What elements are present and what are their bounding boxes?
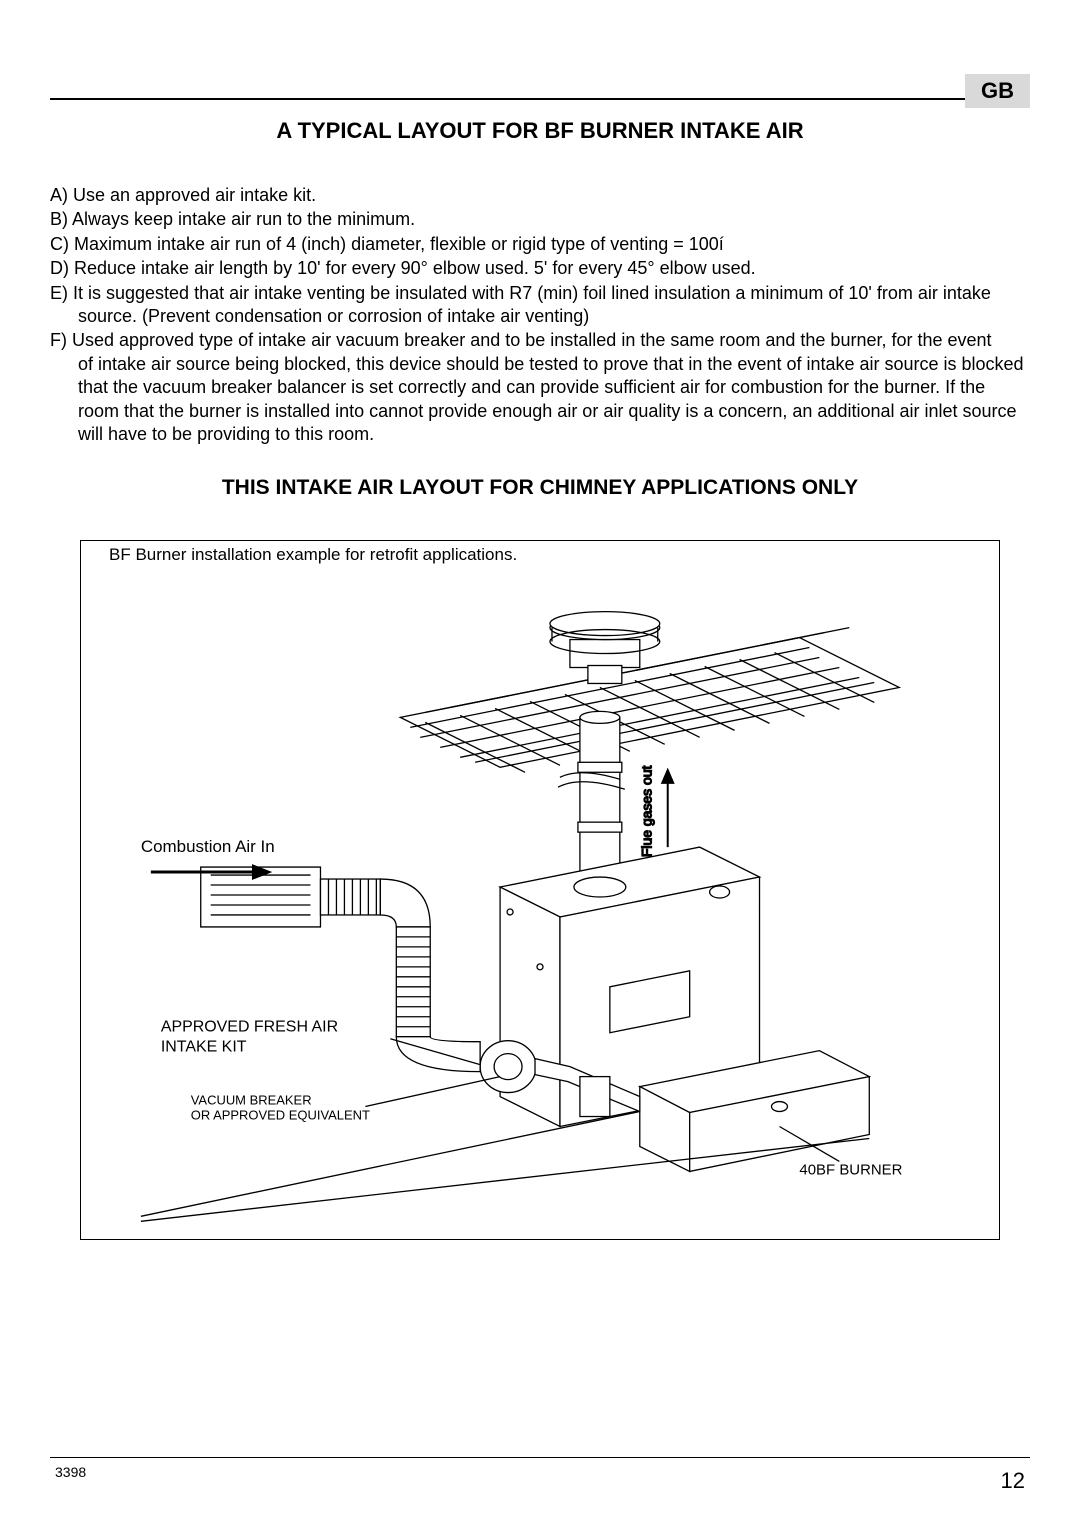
item-lead: F) Used approved type of intake air vacu…	[50, 330, 992, 350]
item-lead: E) It is suggested that air intake venti…	[50, 283, 991, 303]
top-rule	[50, 98, 1030, 100]
country-badge: GB	[965, 74, 1030, 108]
burner-label: 40BF BURNER	[799, 1162, 902, 1179]
footer-code: 3398	[55, 1464, 86, 1480]
main-title: A TYPICAL LAYOUT FOR BF BURNER INTAKE AI…	[50, 118, 1030, 144]
diagram-container: BF Burner installation example for retro…	[80, 540, 1000, 1240]
list-item: B) Always keep intake air run to the min…	[50, 208, 1030, 231]
installation-diagram: Flue gases out	[81, 567, 999, 1227]
vacuum-label-1: VACUUM BREAKER	[191, 1093, 312, 1108]
combustion-label: Combustion Air In	[141, 837, 275, 856]
intake-label-2: INTAKE KIT	[161, 1039, 247, 1056]
subtitle: THIS INTAKE AIR LAYOUT FOR CHIMNEY APPLI…	[50, 476, 1030, 500]
instruction-list: A) Use an approved air intake kit. B) Al…	[50, 184, 1030, 446]
list-item: C) Maximum intake air run of 4 (inch) di…	[50, 233, 1030, 256]
list-item: A) Use an approved air intake kit.	[50, 184, 1030, 207]
intake-label-1: APPROVED FRESH AIR	[161, 1019, 338, 1036]
leader-vacuum	[365, 1077, 500, 1107]
list-item: F) Used approved type of intake air vacu…	[50, 329, 1030, 446]
item-cont: source. (Prevent condensation or corrosi…	[50, 305, 1030, 328]
item-cont: that the vacuum breaker balancer is set …	[50, 376, 1030, 399]
flue-label: Flue gases out	[639, 766, 655, 858]
item-cont: room that the burner is installed into c…	[50, 400, 1030, 423]
flue-arrow	[662, 770, 674, 848]
list-item: D) Reduce intake air length by 10' for e…	[50, 257, 1030, 280]
item-cont: of intake air source being blocked, this…	[50, 353, 1030, 376]
page-number: 12	[1001, 1468, 1025, 1494]
item-cont: will have to be providing to this room.	[50, 423, 1030, 446]
roof-grid	[400, 628, 899, 773]
bottom-rule	[50, 1457, 1030, 1458]
vacuum-label-2: OR APPROVED EQUIVALENT	[191, 1108, 370, 1123]
diagram-caption: BF Burner installation example for retro…	[81, 541, 999, 567]
list-item: E) It is suggested that air intake venti…	[50, 282, 1030, 329]
